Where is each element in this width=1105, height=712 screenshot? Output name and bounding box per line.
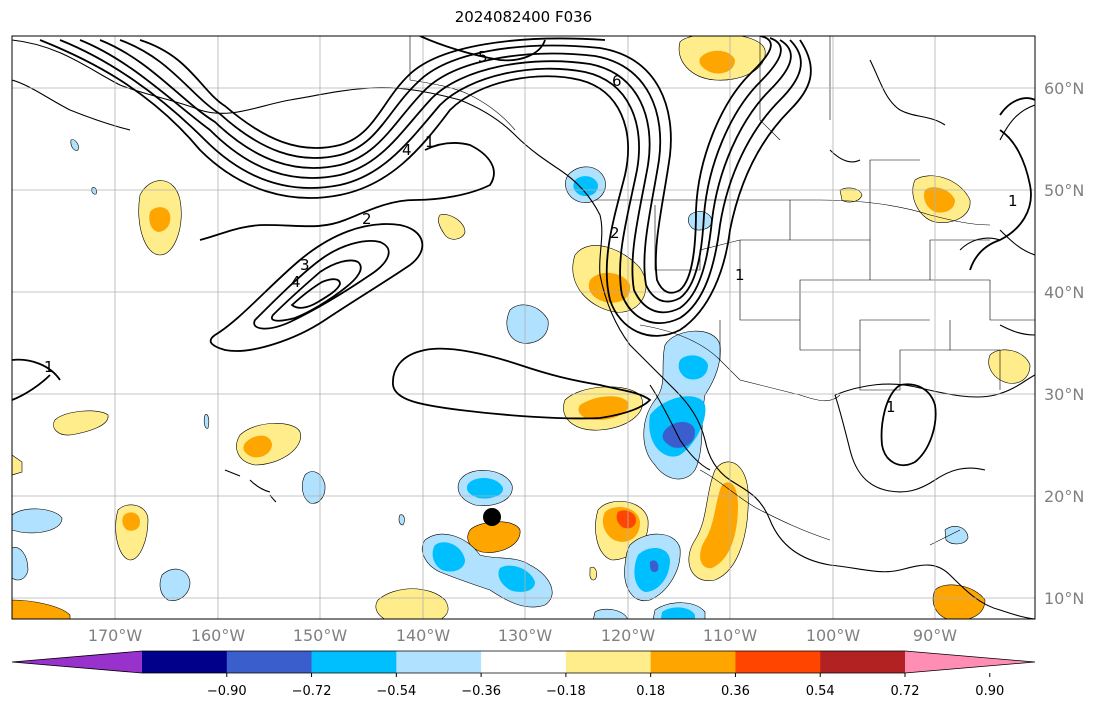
contour-label: 4	[402, 141, 412, 159]
lon-label: 150°W	[293, 626, 348, 645]
colorbar: −0.90 −0.72 −0.54 −0.36 −0.18 0.18 0.36 0.54 0.7…	[11, 650, 1036, 699]
colorbar-segment	[650, 651, 736, 673]
contour-label: 1	[425, 133, 435, 151]
colorbar-segment	[311, 651, 397, 673]
contour-label-group: 5 6 4 1 2 3 4 1 2 1 1 1	[44, 48, 1018, 416]
contour-label: 1	[1008, 192, 1018, 210]
contour-lines	[12, 36, 1035, 467]
colorbar-tick-label: −0.90	[207, 684, 247, 699]
map-frame	[11, 35, 1036, 620]
latitude-labels: 60°N 50°N 40°N 30°N 20°N 10°N	[1044, 79, 1084, 608]
lat-label: 10°N	[1044, 589, 1084, 608]
contour-label: 1	[44, 358, 54, 376]
longitude-labels: 170°W 160°W 150°W 140°W 130°W 120°W 110°…	[88, 626, 957, 645]
colorbar-segment	[565, 651, 652, 673]
colorbar-tick-label: 0.36	[721, 684, 750, 699]
lat-label: 60°N	[1044, 79, 1084, 98]
colorbar-tick-label: 0.90	[975, 684, 1004, 699]
lon-label: 100°W	[806, 626, 861, 645]
colorbar-tick-label: 0.72	[891, 684, 920, 699]
negative-anomaly-regions	[12, 139, 969, 619]
colorbar-tick-label: −0.72	[292, 684, 332, 699]
lon-label: 130°W	[498, 626, 553, 645]
colorbar-tick-label: −0.18	[546, 684, 586, 699]
colorbar-outline	[11, 650, 1036, 674]
lon-label: 110°W	[703, 626, 758, 645]
lat-label: 20°N	[1044, 487, 1084, 506]
colorbar-extend-low	[12, 651, 142, 673]
lon-label: 90°W	[913, 626, 957, 645]
colorbar-segment	[820, 651, 906, 673]
colorbar-segment	[142, 651, 228, 673]
lon-label: 160°W	[191, 626, 246, 645]
coastlines	[12, 39, 1035, 619]
positive-anomaly-regions	[12, 36, 1031, 619]
lat-label: 50°N	[1044, 181, 1084, 200]
lat-label: 40°N	[1044, 283, 1084, 302]
colorbar-segment	[226, 651, 313, 673]
storm-marker	[483, 508, 501, 526]
colorbar-segment	[735, 651, 821, 673]
contour-label: 4	[291, 273, 301, 291]
contour-label: 6	[612, 72, 622, 90]
colorbar-extend-high	[905, 651, 1035, 673]
lon-label: 140°W	[396, 626, 451, 645]
colorbar-tick-label: −0.54	[376, 684, 416, 699]
colorbar-segment	[481, 651, 567, 673]
colorbar-tick-label: 0.54	[806, 684, 835, 699]
contour-label: 2	[362, 210, 372, 228]
contour-label: 1	[735, 266, 745, 284]
lat-lon-grid	[12, 36, 1035, 619]
shaded-anomaly-fields	[12, 36, 1031, 619]
contour-label: 5	[478, 48, 488, 66]
contour-label: 2	[610, 224, 620, 242]
colorbar-tick-label: 0.18	[636, 684, 665, 699]
colorbar-tick-label: −0.36	[461, 684, 501, 699]
colorbar-segment	[396, 651, 482, 673]
lat-label: 30°N	[1044, 385, 1084, 404]
lon-label: 170°W	[88, 626, 143, 645]
contour-label: 1	[886, 398, 896, 416]
contour-label: 3	[300, 256, 310, 274]
lon-label: 120°W	[601, 626, 656, 645]
map-title: 2024082400 F036	[454, 8, 593, 26]
